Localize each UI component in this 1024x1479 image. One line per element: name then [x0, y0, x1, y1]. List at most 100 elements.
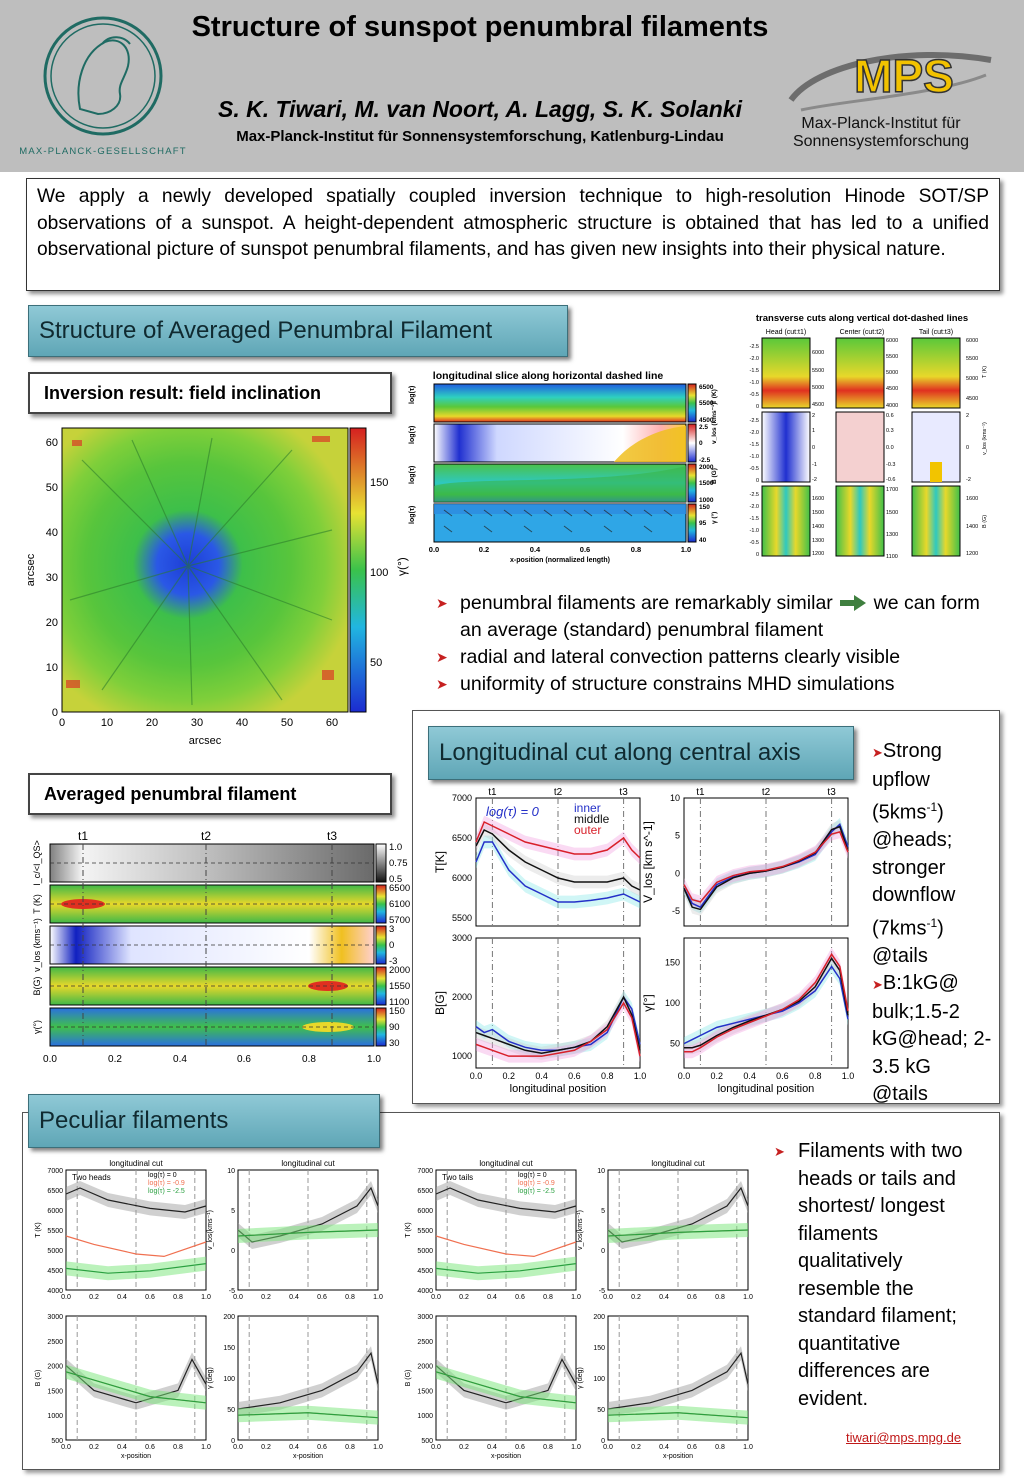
- series-line-outer: [475, 1001, 641, 1057]
- transverse-tick: 1600: [966, 496, 978, 502]
- x-tick-label: 0.0: [233, 1294, 243, 1301]
- mps-logo-text: MPS: [854, 50, 954, 102]
- email-link[interactable]: tiwari@mps.mpg.de: [846, 1430, 962, 1445]
- longitudinal-slice-figure: longitudinal slice along horizontal dash…: [409, 370, 718, 564]
- x-tick-label: 1.0: [201, 1444, 211, 1451]
- inclination-map: 150 100 50 γ(°) 0 10 20 30 40 50 60 0 10…: [25, 427, 409, 747]
- confidence-band: [608, 1346, 748, 1416]
- map-xticks: 0 10 20 30 40 50 60: [59, 717, 338, 729]
- section1-bullets: ➤ penumbral filaments are remarkably sim…: [436, 590, 996, 698]
- avg-cbar-tick: 5700: [389, 915, 410, 926]
- map-xtick: 0: [59, 717, 65, 729]
- slice-xtick: 0.6: [580, 545, 590, 554]
- avg-row-label: I_c/<I_QS>: [32, 840, 42, 886]
- bullet-arrow-icon: ➤: [774, 1144, 785, 1159]
- avg-cbar-tick: 30: [389, 1038, 400, 1049]
- map-xlabel: arcsec: [189, 735, 222, 747]
- x-axis-title: x-position: [293, 1453, 323, 1460]
- x-tick-label: 1.0: [743, 1444, 753, 1451]
- x-tick-label: 0.0: [61, 1444, 71, 1451]
- x-tick-label: 0.8: [715, 1294, 725, 1301]
- y-tick-label: 2500: [47, 1339, 63, 1346]
- section1-heading: Structure of Averaged Penumbral Filament: [28, 305, 568, 357]
- y-axis-title: γ[°]: [641, 994, 655, 1011]
- avg-xtick: 0.6: [237, 1054, 251, 1065]
- transverse-tick: 0.0: [886, 445, 894, 451]
- y-tick-label: -5: [672, 906, 680, 916]
- x-tick-label: 0.2: [89, 1444, 99, 1451]
- x-tick-label: 1.0: [201, 1294, 211, 1301]
- central-axis-panel: -5 0 5 10 V_los [km s^-1] t1 t2 t3: [641, 787, 849, 927]
- y-tick-label: 100: [593, 1376, 605, 1383]
- map-xtick: 20: [146, 717, 158, 729]
- map-xtick: 50: [281, 717, 293, 729]
- slice-cbar-tick: 40: [699, 537, 707, 544]
- averaged-filament-figure: t1 t2 t3 1.0 0.75 0.5 6500 6100 5700 3 0…: [32, 829, 410, 1065]
- map-ytick: 60: [46, 437, 58, 449]
- profile-line: [435, 1187, 577, 1213]
- series-band-inner: [684, 817, 848, 914]
- x-tick-label: 0.8: [543, 1444, 553, 1451]
- transverse-ytick: -0.5: [750, 392, 759, 398]
- bullet-arrow-icon: ➤: [872, 745, 883, 760]
- x-tick-label: 0.8: [543, 1294, 553, 1301]
- x-tick-label: 1.0: [373, 1444, 383, 1451]
- avg-xtick: 0.2: [108, 1054, 122, 1065]
- y-tick-label: 5000: [417, 1248, 433, 1255]
- transverse-tick: -1: [812, 462, 817, 468]
- inclination-subheading: Inversion result: field inclination: [28, 372, 392, 414]
- transverse-ytick: -2.0: [750, 356, 759, 362]
- x-tick-label: 1.0: [743, 1294, 753, 1301]
- map-ytick: 10: [46, 662, 58, 674]
- transverse-tick: 6000: [812, 350, 824, 356]
- x-axis-title: x-position: [663, 1453, 693, 1460]
- y-tick-label: 2000: [452, 992, 472, 1002]
- cut-label: t2: [201, 829, 211, 843]
- panel-title: longitudinal cut: [281, 1159, 335, 1168]
- y-tick-label: 150: [223, 1345, 235, 1352]
- x-tick-label: 0.6: [515, 1444, 525, 1451]
- slice-title: longitudinal slice along horizontal dash…: [433, 370, 664, 382]
- profile-line: [65, 1235, 207, 1258]
- transverse-ytick: -0.5: [750, 540, 759, 546]
- y-tick-label: 5: [675, 831, 680, 841]
- y-tick-label: 10: [227, 1168, 235, 1175]
- transverse-tick: 2: [966, 413, 969, 419]
- x-tick-label: 0.6: [145, 1294, 155, 1301]
- avg-cbar-tick: 6100: [389, 899, 410, 910]
- avg-cbar-tick: 2000: [389, 965, 410, 976]
- transverse-tick: 0.3: [886, 428, 894, 434]
- bullet-arrow-icon: ➤: [436, 649, 448, 665]
- cut-label: t2: [762, 787, 771, 798]
- cut-label: t1: [488, 787, 497, 798]
- transverse-ytick: -2.0: [750, 504, 759, 510]
- bullet-text: radial and lateral convection patterns c…: [460, 646, 901, 668]
- y-tick-label: 2000: [47, 1364, 63, 1371]
- series-line-outer: [684, 952, 849, 1053]
- y-tick-label: 500: [421, 1438, 433, 1445]
- x-tick-label: 0.4: [117, 1294, 127, 1301]
- cut-label: t3: [619, 787, 628, 798]
- transverse-tick: 1300: [886, 532, 898, 538]
- avg-cbar-tick: 150: [389, 1006, 405, 1017]
- transverse-tick: 2: [812, 413, 815, 419]
- y-tick-label: 50: [227, 1407, 235, 1414]
- section3-bullet-text: Filaments with two heads or tails and sh…: [798, 1140, 963, 1410]
- x-tick-label: 0.4: [659, 1444, 669, 1451]
- y-tick-label: 0: [601, 1438, 605, 1445]
- transverse-tick: 1300: [812, 538, 824, 544]
- y-axis-title: T (K): [35, 1222, 42, 1237]
- transverse-col-label: Center (cut:t2): [840, 329, 885, 336]
- transverse-unit: T (K): [982, 366, 988, 378]
- section2-heading-text: Longitudinal cut along central axis: [439, 739, 801, 766]
- mps-institute: Max-Planck-Institut für Sonnensystemfors…: [792, 115, 970, 150]
- legend-entry: inner: [574, 801, 601, 815]
- slice-xtick: 0.2: [479, 545, 489, 554]
- x-tick-label: 1.0: [373, 1294, 383, 1301]
- poster-title: Structure of sunspot penumbral filaments: [191, 11, 769, 43]
- y-tick-label: 6000: [417, 1208, 433, 1215]
- y-axis-title: γ (deg): [207, 1367, 214, 1389]
- y-axis-title: T (K): [405, 1222, 412, 1237]
- transverse-tick: 0.6: [886, 413, 894, 419]
- y-tick-label: 5500: [417, 1228, 433, 1235]
